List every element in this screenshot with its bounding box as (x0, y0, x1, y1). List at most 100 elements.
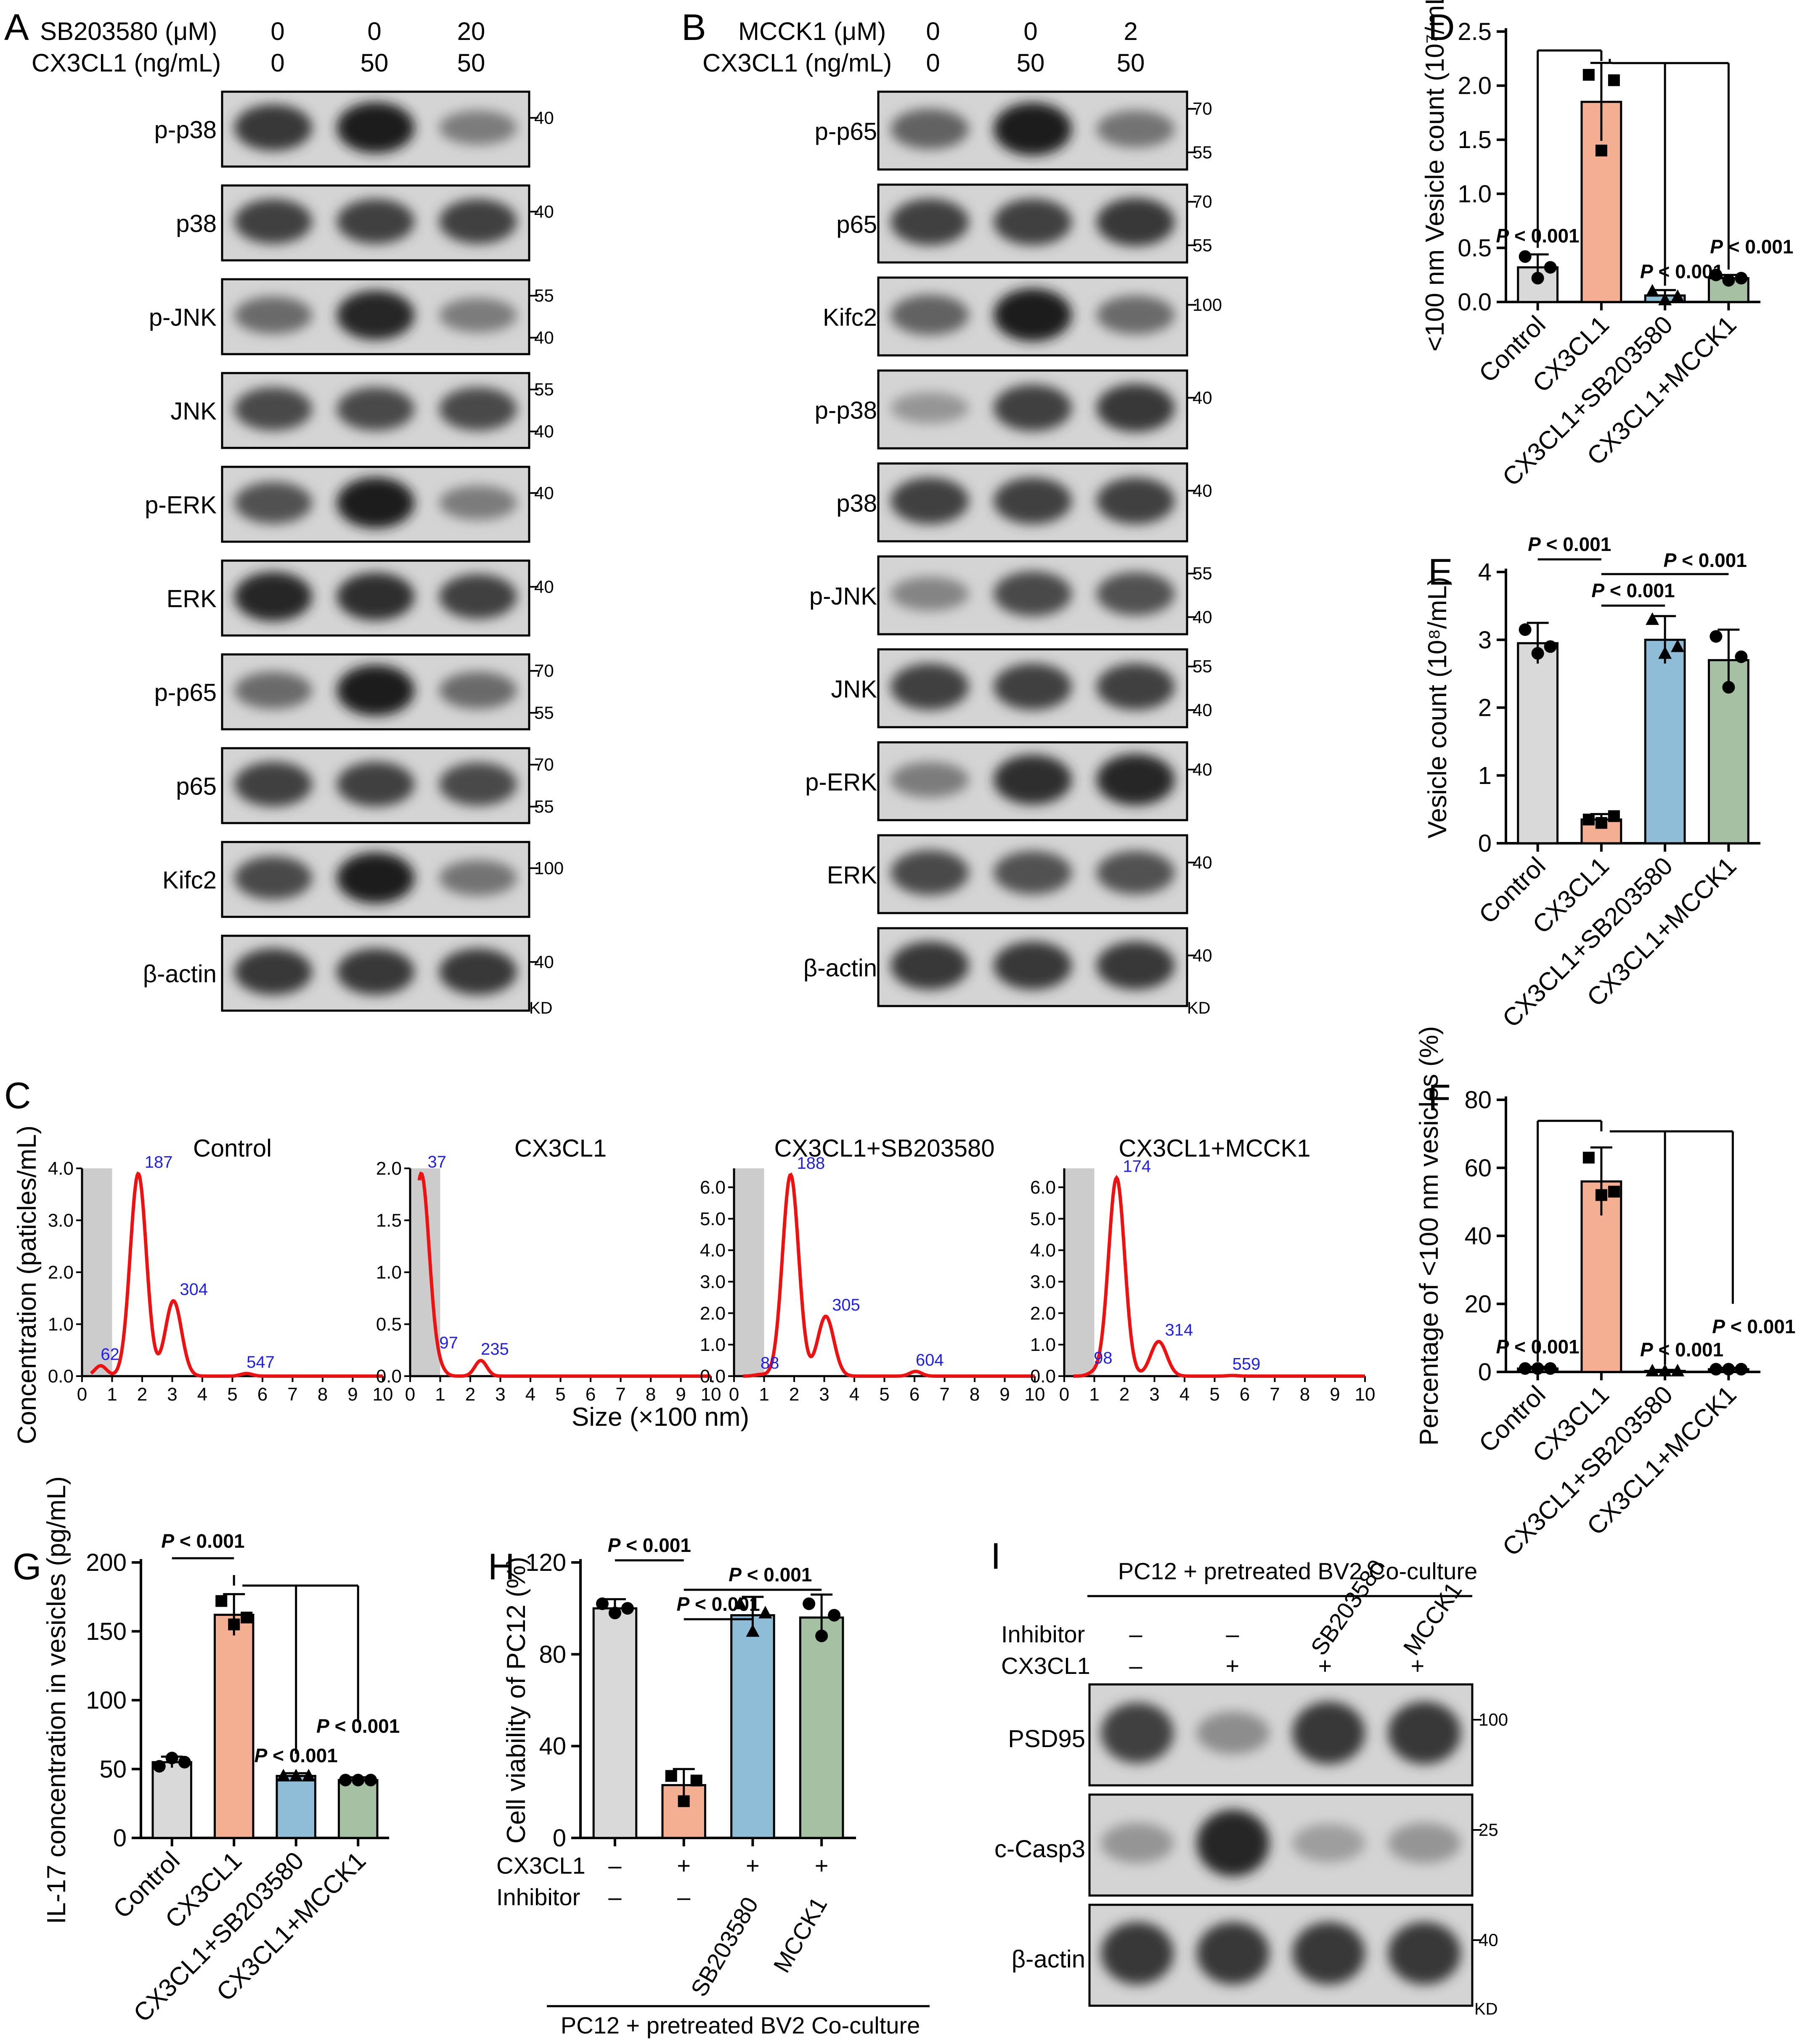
marker-label: 40 (1193, 607, 1212, 627)
peak-label: 174 (1123, 1157, 1151, 1176)
p-italic: P (1496, 1336, 1509, 1358)
p-value: P < 0.001 (254, 1745, 338, 1766)
blot-band (891, 577, 969, 611)
blot-band (439, 298, 517, 333)
y-tick-label: 0 (1478, 830, 1492, 857)
x-tick-label: 10 (373, 1384, 393, 1405)
data-point (1710, 1363, 1723, 1376)
x-tick-label: 2 (137, 1384, 147, 1405)
data-point (1582, 813, 1595, 826)
blot-band (337, 290, 415, 340)
p-rest: < 0.001 (1653, 1339, 1724, 1361)
p-value: P < 0.001 (1710, 236, 1793, 257)
marker-label: 40 (1193, 760, 1212, 779)
data-point (1519, 623, 1532, 636)
panel-letter-A: A (4, 6, 29, 48)
data-point (1735, 1363, 1748, 1376)
marker-label: 40 (534, 421, 554, 441)
data-point (1735, 650, 1748, 663)
x-tick-label: 7 (615, 1384, 626, 1405)
bar-1 (214, 1613, 254, 1839)
kd-label: KD (529, 999, 553, 1017)
marker-label: 40 (1479, 1930, 1498, 1950)
blot-band (994, 663, 1072, 710)
x-tick-label: 8 (970, 1384, 980, 1405)
treat-label: MCCK1 (μM) (738, 17, 886, 45)
treat-value: 0 (926, 17, 940, 45)
data-point (828, 1609, 841, 1622)
subplot-title: CX3CL1+SB203580 (774, 1135, 994, 1162)
bar-3 (799, 1616, 844, 1839)
row-value: MCCK1 (1398, 1577, 1467, 1660)
p-italic: P (1710, 236, 1723, 257)
p-italic: P (1496, 225, 1509, 247)
y-tick-label: 1.5 (1458, 126, 1492, 154)
marker-label: 55 (1193, 657, 1212, 676)
treat-value: 0 (926, 49, 940, 77)
p-italic: P (1712, 1316, 1725, 1337)
x-tick-label: 2 (465, 1384, 475, 1405)
data-point (1595, 144, 1607, 156)
blot-label-PSD95: PSD95 (1008, 1725, 1085, 1753)
peak-label: 235 (481, 1340, 509, 1358)
p-value: P < 0.001 (1496, 1336, 1580, 1358)
y-tick-label: 2.0 (1030, 1303, 1056, 1324)
row-label: Inhibitor (496, 1884, 580, 1910)
blot-band (994, 755, 1072, 805)
treat-value: 20 (457, 17, 485, 45)
x-tick-label: 6 (586, 1384, 596, 1405)
y-tick-label: 3.0 (1030, 1271, 1056, 1292)
marker-label: 40 (1193, 945, 1212, 965)
marker-label: 55 (534, 797, 554, 816)
data-point (339, 1774, 352, 1787)
panel-letter-C: C (4, 1075, 31, 1116)
y-tick-label: 0.5 (376, 1314, 402, 1335)
blot-band (1096, 572, 1175, 616)
y-axis-label: Cell viability of PC12 (%) (502, 1557, 531, 1843)
y-tick-label: 5.0 (700, 1209, 726, 1229)
peak-label: 559 (1232, 1355, 1261, 1374)
blot-band (234, 296, 313, 334)
p-rest: < 0.001 (1725, 1316, 1796, 1337)
y-axis-label: Percentage of <100 nm vesicles (%) (1415, 1026, 1444, 1446)
blot-band (234, 948, 313, 995)
blot-band (439, 574, 517, 619)
x-tick-label: 1 (107, 1384, 117, 1405)
x-tick-label: 0 (77, 1384, 87, 1405)
data-point (1582, 69, 1595, 81)
blot-label-JNK: JNK (831, 676, 877, 703)
blot-band (1196, 1711, 1270, 1754)
x-tick-label: 9 (999, 1384, 1010, 1405)
y-axis-label: <100 nm Vesicle count (10⁷/mL) (1421, 0, 1450, 352)
data-point (1544, 640, 1557, 653)
blot-label-ERK: ERK (827, 862, 877, 889)
peak-label: 304 (180, 1280, 208, 1299)
treat-value: 50 (457, 49, 485, 77)
row-value: + (1318, 1652, 1332, 1679)
p-value: P < 0.001 (1496, 225, 1580, 247)
x-tick-label: 10 (1025, 1384, 1045, 1405)
blot-band (1292, 1824, 1365, 1862)
row-value: SB203580 (685, 1893, 763, 2001)
y-tick-label: 0 (1478, 1358, 1492, 1386)
blot-band (337, 665, 415, 716)
marker-label: 55 (534, 286, 554, 305)
p-rest: < 0.001 (620, 1534, 691, 1556)
panel-letter-H: H (488, 1546, 515, 1587)
data-point (1531, 647, 1544, 660)
blot-band (994, 199, 1072, 246)
y-tick-label: 1 (1478, 762, 1492, 789)
marker-label: 100 (1479, 1710, 1508, 1729)
y-tick-label: 6.0 (700, 1177, 726, 1198)
blot-band (891, 477, 969, 524)
x-tick-label: 4 (849, 1384, 859, 1405)
blot-band (1096, 754, 1175, 805)
blot-band (439, 485, 517, 520)
y-tick-label: 80 (539, 1641, 566, 1668)
x-tick-label: 2 (789, 1384, 799, 1405)
blot-band (1292, 1922, 1365, 1985)
panel-letter-F: F (1428, 1077, 1451, 1118)
blot-band (234, 572, 313, 622)
row-label: CX3CL1 (496, 1852, 586, 1879)
x-tick-label: 7 (939, 1384, 949, 1405)
